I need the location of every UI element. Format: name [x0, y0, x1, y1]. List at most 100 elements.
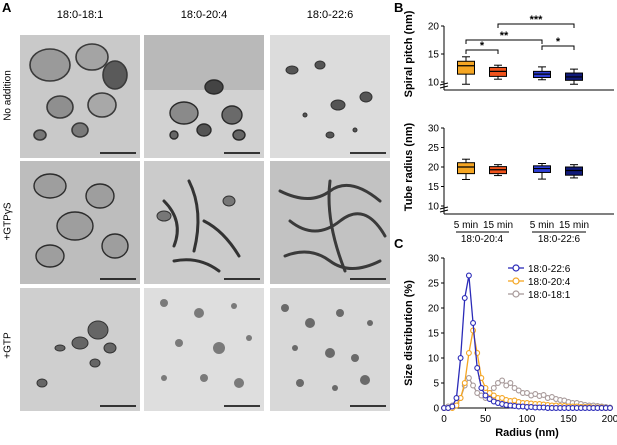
micrograph-r2-c2: [144, 161, 264, 284]
c-data-point: [524, 390, 530, 396]
radius-axis-break-1: [439, 206, 449, 210]
c-ytick-label: 25: [428, 279, 440, 290]
c-ytick-label: 0: [433, 404, 439, 415]
pitch-ylabel: Spiral pitch (nm): [403, 10, 415, 97]
c-ytick-label: 15: [428, 329, 440, 340]
c-legend-marker: [512, 277, 520, 285]
c-data-point: [470, 382, 477, 389]
significance-bracket: [465, 49, 499, 54]
c-data-point: [465, 350, 472, 356]
row-label-gtp: +GTP: [2, 332, 14, 359]
c-data-point: [465, 272, 472, 279]
significance-bracket: [497, 23, 575, 28]
c-data-point: [499, 377, 506, 384]
pitch-ytick-label: 15: [428, 50, 440, 61]
radius-axis-break-2: [439, 209, 449, 213]
c-xlabel: Radius (nm): [495, 427, 559, 439]
micrograph-r3-c3: [270, 288, 390, 411]
line-plot-svg: 0 5 10 15 20 25 30 0 50 100 150 200 Radius (nm) Size …: [403, 254, 617, 440]
radius-xtick-label: 5 min: [454, 220, 478, 231]
radius-xtick-label: 5 min: [530, 220, 554, 231]
c-data-point: [503, 382, 510, 389]
c-data-point: [540, 392, 547, 398]
column-title-3: 18:0-22:6: [306, 9, 354, 21]
c-ytick-label: 30: [428, 254, 440, 265]
row-label-gtpgs: +GTPγS: [2, 202, 14, 241]
pitch-box: [457, 60, 475, 75]
panel-label-c: C: [394, 236, 404, 251]
c-legend-marker: [512, 264, 520, 272]
c-legend-label: 18:0-22:6: [528, 264, 571, 275]
c-data-point: [507, 380, 514, 386]
c-data-point: [461, 295, 468, 301]
c-xtick-label: 150: [560, 414, 577, 425]
column-title-1: 18:0-18:1: [56, 9, 104, 21]
c-data-point: [486, 390, 493, 396]
radius-xtick-label: 15 min: [559, 220, 589, 231]
c-legend-label: 18:0-20:4: [528, 277, 571, 288]
c-data-point: [515, 387, 522, 394]
radius-box: [457, 162, 475, 175]
c-data-point: [449, 403, 456, 410]
column-title-2: 18:0-20:4: [180, 9, 228, 21]
micrograph-r1-c2: [144, 35, 264, 158]
micrograph-r1-c3: [270, 35, 390, 158]
micrograph-r3-c1: [20, 288, 140, 411]
c-data-point: [494, 380, 501, 386]
panel-label-a: A: [2, 0, 12, 15]
micrograph-r2-c3: [270, 161, 390, 284]
c-ytick-label: 10: [428, 354, 440, 365]
significance-label: *: [480, 40, 485, 52]
c-xtick-label: 50: [480, 414, 492, 425]
group-label-1: 18:0-20:4: [461, 234, 504, 242]
micrograph-r2-c1: [20, 161, 140, 284]
panel-b-chart: 10 15 20 Spiral pitch (nm) * ** *** * 10 15 20 25 30…: [396, 10, 617, 245]
c-data-point: [490, 385, 497, 391]
c-data-point: [511, 385, 518, 391]
c-data-point: [486, 396, 493, 402]
radius-ytick-label: 15: [428, 182, 440, 193]
micrograph-r1-c1: [20, 35, 140, 158]
pitch-ytick-label: 10: [428, 78, 440, 89]
pitch-ytick-label: 20: [428, 22, 440, 33]
c-data-point: [470, 320, 477, 326]
c-data-point: [490, 392, 497, 399]
pitch-axis-break-1: [439, 82, 449, 86]
c-data-point: [474, 390, 481, 396]
c-data-point: [453, 395, 460, 401]
c-xtick-label: 200: [602, 414, 617, 425]
row-label-no-addition: No addition: [2, 70, 14, 121]
c-data-point: [482, 392, 489, 399]
group-label-2: 18:0-22:6: [538, 234, 581, 242]
c-legend-label: 18:0-18:1: [528, 290, 571, 301]
radius-ytick-label: 20: [428, 163, 440, 174]
radius-ylabel: Tube radius (nm): [403, 122, 415, 211]
panel-c-chart: 0 5 10 15 20 25 30 0 50 100 150 200 Radius (nm) Size …: [396, 248, 617, 440]
c-data-point: [607, 405, 613, 411]
c-series-line: [444, 330, 610, 409]
radius-xtick-label: 15 min: [483, 220, 513, 231]
c-data-point: [474, 365, 481, 371]
radius-ytick-label: 25: [428, 143, 440, 154]
pitch-axis-break-2: [439, 85, 449, 89]
significance-bracket: [541, 45, 575, 50]
c-data-point: [461, 380, 468, 386]
significance-label: *: [556, 36, 561, 48]
c-ylabel: Size distribution (%): [403, 280, 415, 386]
c-data-point: [478, 385, 485, 391]
c-xtick-label: 0: [441, 414, 447, 425]
c-ytick-label: 20: [428, 304, 440, 315]
micrograph-r3-c2: [144, 288, 264, 411]
c-legend-marker: [512, 290, 520, 298]
significance-label: ***: [530, 14, 544, 26]
radius-ytick-label: 30: [428, 124, 440, 135]
panel-label-b: B: [394, 0, 404, 15]
radius-ytick-label: 10: [428, 202, 440, 213]
significance-bracket: [465, 39, 543, 44]
c-data-point: [465, 375, 472, 381]
c-series-line: [444, 275, 610, 409]
c-data-point: [457, 355, 464, 361]
c-xtick-label: 100: [519, 414, 536, 425]
significance-label: **: [500, 30, 509, 42]
